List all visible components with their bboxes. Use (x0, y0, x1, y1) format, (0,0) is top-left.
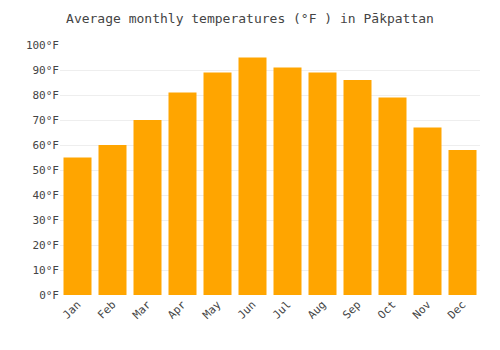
svg-text:40°F: 40°F (33, 189, 60, 202)
svg-text:60°F: 60°F (33, 139, 60, 152)
svg-text:Jun: Jun (235, 298, 258, 321)
svg-text:Nov: Nov (410, 298, 434, 322)
svg-text:Oct: Oct (375, 298, 398, 321)
svg-text:May: May (200, 298, 224, 322)
svg-text:Sep: Sep (340, 298, 363, 321)
svg-text:30°F: 30°F (33, 214, 60, 227)
svg-text:Average monthly temperatures (: Average monthly temperatures (°F ) in Pā… (66, 11, 434, 26)
svg-text:Aug: Aug (305, 298, 328, 321)
svg-text:0°F: 0°F (39, 289, 59, 302)
svg-text:20°F: 20°F (33, 239, 60, 252)
svg-text:10°F: 10°F (33, 264, 60, 277)
svg-text:Apr: Apr (165, 298, 189, 322)
svg-text:Dec: Dec (445, 298, 468, 321)
svg-text:Jul: Jul (270, 298, 293, 321)
svg-text:70°F: 70°F (33, 114, 60, 127)
svg-text:80°F: 80°F (33, 89, 60, 102)
svg-text:Feb: Feb (95, 298, 118, 321)
svg-text:Mar: Mar (130, 298, 154, 322)
svg-text:50°F: 50°F (33, 164, 60, 177)
svg-text:Jan: Jan (60, 298, 83, 321)
svg-text:90°F: 90°F (33, 64, 60, 77)
svg-text:100°F: 100°F (26, 39, 59, 52)
